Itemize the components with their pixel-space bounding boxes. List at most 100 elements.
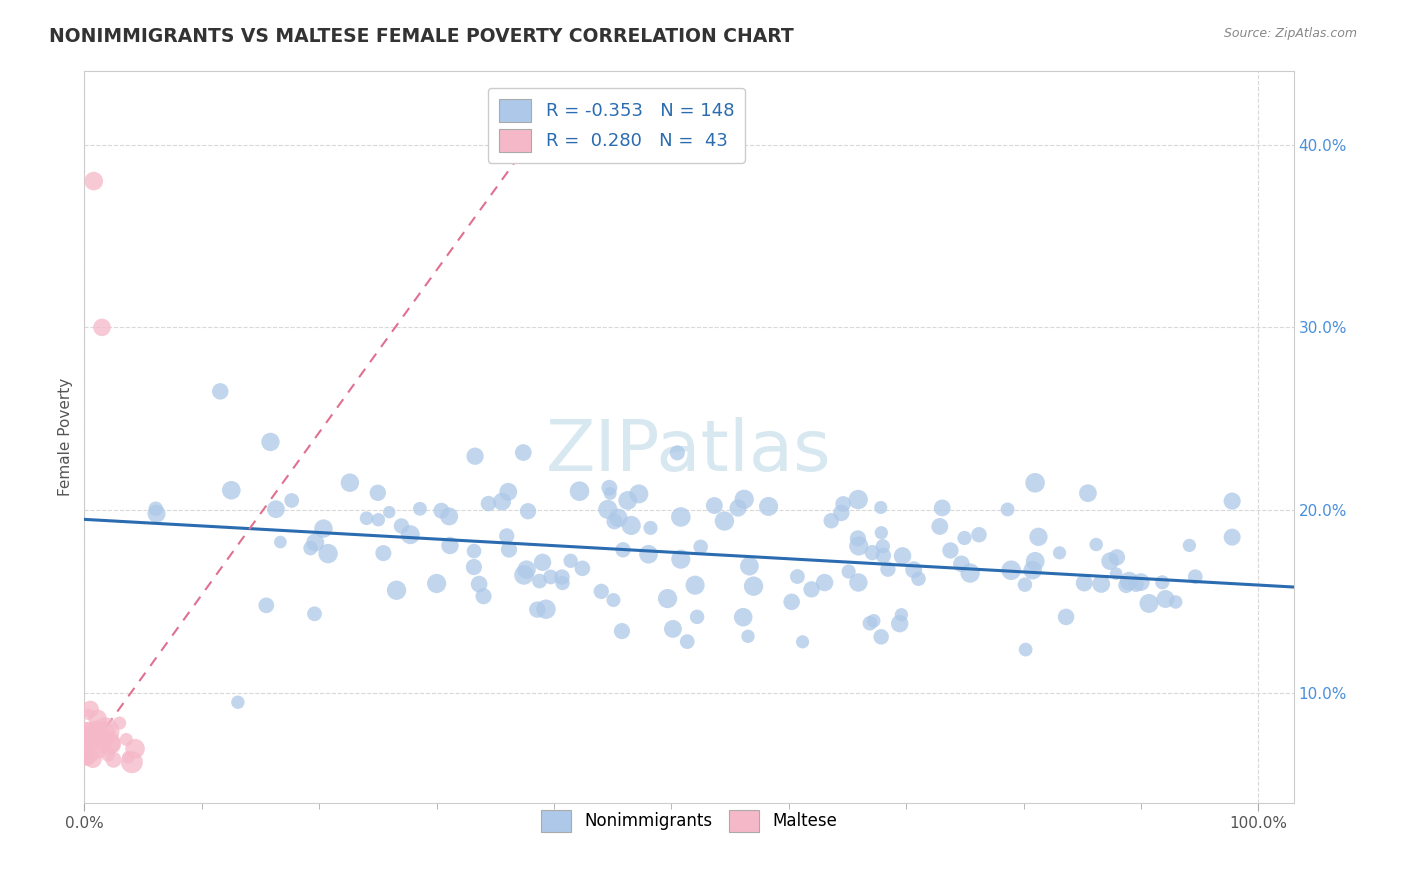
Point [872, 539, 894, 553]
Point [391, 519, 413, 533]
Point [607, 511, 630, 525]
Point [610, 624, 633, 638]
Point [830, 506, 852, 520]
Point [733, 610, 755, 624]
Point [75, 747, 97, 762]
Point [498, 484, 520, 499]
Point [742, 579, 765, 593]
Point [1049, 546, 1071, 560]
Point [464, 449, 486, 463]
Point [666, 446, 689, 460]
Point [838, 565, 860, 579]
Point [1024, 554, 1046, 568]
Point [94, 724, 117, 739]
Point [1115, 578, 1137, 592]
Point [312, 522, 335, 536]
Point [907, 572, 929, 586]
Point [568, 484, 591, 499]
Point [254, 599, 277, 613]
Point [409, 501, 432, 516]
Point [599, 486, 621, 500]
Y-axis label: Female Poverty: Female Poverty [58, 378, 73, 496]
Point [939, 543, 962, 558]
Point [967, 527, 990, 541]
Point [529, 574, 551, 588]
Point [356, 511, 378, 525]
Point [79, 731, 101, 746]
Point [689, 540, 711, 554]
Point [77, 742, 100, 756]
Point [683, 578, 706, 592]
Point [737, 629, 759, 643]
Point [1099, 554, 1122, 568]
Point [571, 561, 593, 575]
Point [1125, 577, 1147, 591]
Point [931, 500, 953, 515]
Point [1178, 538, 1201, 552]
Point [304, 535, 326, 549]
Point [463, 560, 485, 574]
Point [903, 563, 925, 577]
Point [832, 497, 855, 511]
Point [115, 732, 138, 747]
Point [848, 575, 870, 590]
Point [97, 736, 120, 750]
Point [79, 730, 101, 744]
Point [259, 434, 281, 449]
Point [1137, 597, 1160, 611]
Point [430, 504, 453, 518]
Point [82, 752, 104, 766]
Point [512, 445, 534, 459]
Point [616, 493, 638, 508]
Point [531, 555, 554, 569]
Point [859, 616, 882, 631]
Text: Source: ZipAtlas.com: Source: ZipAtlas.com [1223, 27, 1357, 40]
Point [491, 494, 513, 508]
Point [612, 542, 634, 557]
Legend: Nonimmigrants, Maltese: Nonimmigrants, Maltese [534, 804, 844, 838]
Point [928, 519, 950, 533]
Point [77, 728, 100, 742]
Point [620, 518, 643, 533]
Point [89, 721, 111, 735]
Point [1024, 475, 1046, 490]
Point [468, 577, 491, 591]
Point [1118, 574, 1140, 588]
Point [551, 576, 574, 591]
Point [889, 616, 911, 631]
Point [145, 507, 167, 521]
Point [121, 756, 143, 770]
Point [477, 496, 499, 510]
Point [1014, 577, 1036, 591]
Point [439, 539, 461, 553]
Point [1028, 530, 1050, 544]
Point [1154, 592, 1177, 607]
Point [860, 546, 883, 560]
Point [813, 575, 835, 590]
Point [75, 740, 97, 755]
Point [75, 750, 97, 764]
Point [264, 502, 287, 516]
Point [1014, 642, 1036, 657]
Point [591, 584, 613, 599]
Point [877, 562, 900, 576]
Point [472, 589, 495, 603]
Point [953, 531, 976, 545]
Point [97, 747, 120, 762]
Point [80, 747, 103, 762]
Point [77, 732, 100, 747]
Point [603, 515, 626, 529]
Point [1220, 530, 1243, 544]
Point [76, 752, 98, 766]
Point [1073, 576, 1095, 591]
Point [786, 569, 808, 583]
Point [1184, 570, 1206, 584]
Point [83, 174, 105, 188]
Point [627, 487, 650, 501]
Point [780, 595, 803, 609]
Point [657, 591, 679, 606]
Point [94, 724, 117, 739]
Point [862, 614, 884, 628]
Point [662, 622, 685, 636]
Point [870, 525, 893, 540]
